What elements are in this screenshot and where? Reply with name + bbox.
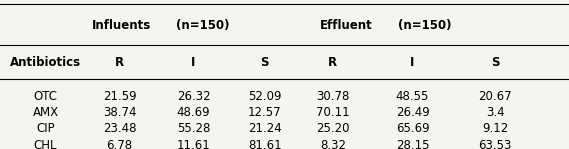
Text: AMX: AMX: [32, 106, 59, 119]
Text: 23.48: 23.48: [103, 122, 136, 135]
Text: 20.67: 20.67: [478, 90, 512, 103]
Text: 48.55: 48.55: [396, 90, 429, 103]
Text: I: I: [410, 56, 415, 69]
Text: S: S: [261, 56, 269, 69]
Text: 21.24: 21.24: [248, 122, 282, 135]
Text: I: I: [191, 56, 196, 69]
Text: 48.69: 48.69: [176, 106, 211, 119]
Text: 63.53: 63.53: [479, 139, 512, 149]
Text: 21.59: 21.59: [102, 90, 137, 103]
Text: 55.28: 55.28: [177, 122, 210, 135]
Text: R: R: [328, 56, 337, 69]
Text: (n=150): (n=150): [176, 19, 230, 32]
Text: 6.78: 6.78: [106, 139, 133, 149]
Text: CIP: CIP: [36, 122, 55, 135]
Text: (n=150): (n=150): [398, 19, 452, 32]
Text: R: R: [115, 56, 124, 69]
Text: 81.61: 81.61: [248, 139, 282, 149]
Text: Antibiotics: Antibiotics: [10, 56, 81, 69]
Text: 26.49: 26.49: [395, 106, 430, 119]
Text: 8.32: 8.32: [320, 139, 346, 149]
Text: CHL: CHL: [34, 139, 57, 149]
Text: 3.4: 3.4: [486, 106, 504, 119]
Text: 65.69: 65.69: [395, 122, 430, 135]
Text: 11.61: 11.61: [176, 139, 211, 149]
Text: 25.20: 25.20: [316, 122, 349, 135]
Text: OTC: OTC: [34, 90, 57, 103]
Text: 70.11: 70.11: [316, 106, 350, 119]
Text: 12.57: 12.57: [248, 106, 282, 119]
Text: Influents: Influents: [92, 19, 151, 32]
Text: 30.78: 30.78: [316, 90, 349, 103]
Text: 52.09: 52.09: [248, 90, 281, 103]
Text: 9.12: 9.12: [482, 122, 508, 135]
Text: Effluent: Effluent: [320, 19, 373, 32]
Text: 26.32: 26.32: [176, 90, 211, 103]
Text: S: S: [491, 56, 499, 69]
Text: 28.15: 28.15: [396, 139, 429, 149]
Text: 38.74: 38.74: [103, 106, 136, 119]
